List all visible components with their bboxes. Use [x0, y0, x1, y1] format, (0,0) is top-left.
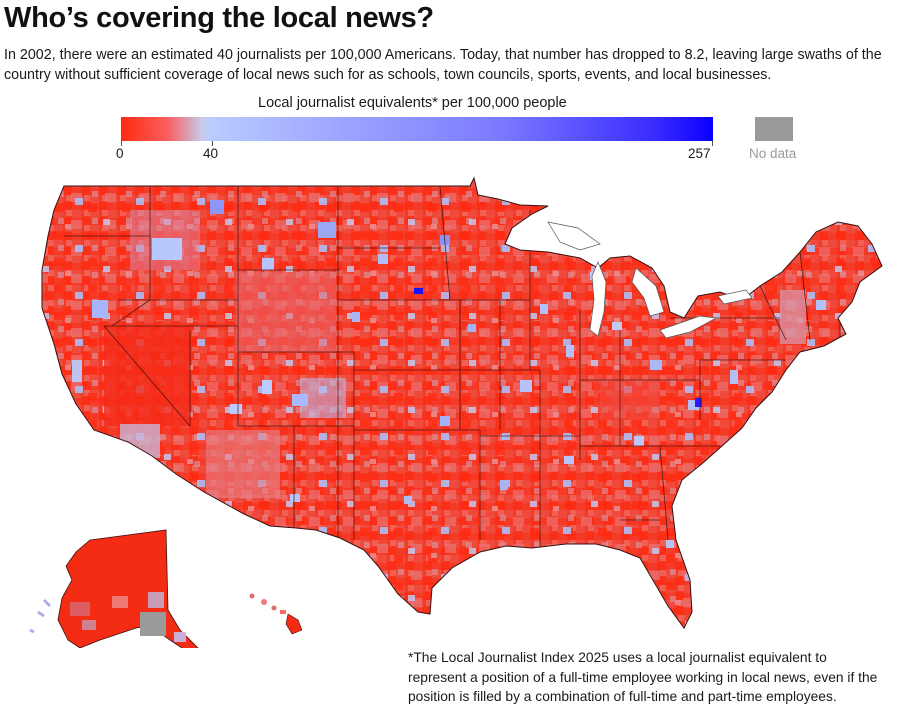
lake-superior: [547, 221, 601, 251]
alaska-inset: [29, 529, 199, 648]
legend-tickmark-257: [712, 141, 713, 146]
legend-label-min: 0: [116, 146, 124, 161]
alaska-nodata-area: [140, 612, 166, 636]
page-subtitle: In 2002, there were an estimated 40 jour…: [4, 47, 882, 83]
legend-tickmark-40: [212, 141, 213, 146]
page-title: Who’s covering the local news?: [4, 2, 434, 34]
legend-title: Local journalist equivalents* per 100,00…: [258, 95, 567, 111]
lake-erie: [659, 315, 718, 339]
high-coverage-counties: [72, 200, 826, 548]
max-coverage-county: [695, 398, 702, 407]
state-borders: [64, 185, 841, 548]
us-county-map: [29, 177, 883, 648]
hawaii-inset: [249, 593, 303, 635]
footnote: *The Local Journalist Index 2025 uses a …: [408, 650, 878, 704]
legend-nodata-swatch: [755, 117, 793, 141]
max-coverage-county: [414, 288, 423, 294]
great-lakes: [547, 221, 753, 339]
legend-label-mid: 40: [203, 146, 219, 161]
lake-huron: [631, 267, 665, 317]
legend-color-scale: [121, 117, 713, 141]
legend-tickmark-0: [121, 141, 122, 146]
legend-label-max: 257: [688, 146, 711, 161]
legend-nodata-label: No data: [749, 146, 797, 161]
lake-michigan: [589, 261, 607, 337]
lake-ontario: [717, 289, 753, 305]
